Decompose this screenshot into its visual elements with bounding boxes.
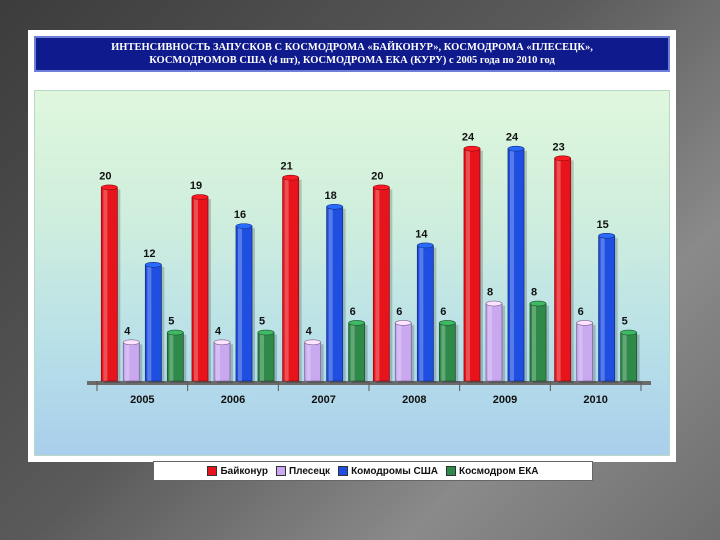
legend-swatch xyxy=(338,466,349,476)
bar-cap xyxy=(463,145,481,152)
bar-cap xyxy=(167,329,184,336)
bar-cap xyxy=(282,174,299,181)
bar-cap xyxy=(485,300,503,307)
legend-label: Плесецк xyxy=(288,465,331,477)
title-line-2: КОСМОДРОМОВ США (4 шт), КОСМОДРОМА ЕКА (… xyxy=(149,55,555,66)
legend-label: Комодромы США xyxy=(351,465,439,477)
data-label: 6 xyxy=(396,306,402,318)
bar-highlight xyxy=(350,322,355,381)
data-label: 5 xyxy=(622,316,628,328)
bar-cap xyxy=(348,320,365,326)
bar-cap xyxy=(101,184,118,191)
bar-highlight xyxy=(600,235,605,381)
data-label: 4 xyxy=(124,325,131,337)
bar-cap xyxy=(326,203,343,210)
bar-cap xyxy=(145,262,162,268)
data-label: 18 xyxy=(325,190,337,202)
legend-swatch xyxy=(207,466,218,476)
data-label: 20 xyxy=(99,170,111,182)
bar-cap xyxy=(213,339,231,346)
data-label: 14 xyxy=(415,228,428,240)
x-tick-label: 2005 xyxy=(130,394,154,406)
bar-cap xyxy=(417,242,434,249)
bar-highlight xyxy=(194,197,198,381)
data-label: 15 xyxy=(597,219,609,231)
x-tick-label: 2008 xyxy=(402,394,426,406)
bar-highlight xyxy=(556,158,561,381)
bar-cap xyxy=(191,194,209,200)
bar-highlight xyxy=(328,206,333,381)
data-label: 8 xyxy=(487,287,493,299)
bar-highlight xyxy=(375,187,380,381)
legend-item: Космодром ЕКА xyxy=(446,466,539,477)
x-tick-label: 2009 xyxy=(493,394,517,406)
legend-item: Комодромы США xyxy=(338,466,438,477)
bar-cap xyxy=(620,329,637,336)
data-label: 12 xyxy=(143,248,155,260)
data-label: 23 xyxy=(553,141,565,153)
bar-cap xyxy=(529,300,547,307)
data-label: 20 xyxy=(371,170,383,182)
bar-highlight xyxy=(441,322,446,381)
bar-cap xyxy=(123,339,140,346)
x-tick-label: 2010 xyxy=(583,394,607,406)
bar-highlight xyxy=(488,303,492,381)
data-label: 4 xyxy=(306,325,313,337)
bar-cap xyxy=(507,145,525,152)
bar-cap xyxy=(576,320,593,326)
bar-highlight xyxy=(216,342,220,381)
bar-highlight xyxy=(622,332,627,381)
legend-swatch xyxy=(446,466,457,476)
data-label: 5 xyxy=(259,316,265,328)
x-tick-label: 2007 xyxy=(311,394,335,406)
data-label: 8 xyxy=(531,287,537,299)
bar-highlight xyxy=(510,148,514,381)
bar-chart: 20 4 12 5 2005 19 4 16 5 2006 21 4 18 6 2007 20 6 14 6 2008… xyxy=(87,132,651,406)
bar-cap xyxy=(439,320,456,326)
slide: ИНТЕНСИВНОСТЬ ЗАПУСКОВ С КОСМОДРОМА «БАЙ… xyxy=(28,30,676,481)
data-label: 6 xyxy=(350,306,356,318)
bar-cap xyxy=(257,329,275,336)
bar-highlight xyxy=(419,245,424,381)
bar-highlight xyxy=(260,332,264,381)
data-label: 21 xyxy=(281,161,293,173)
bar-highlight xyxy=(578,322,583,381)
data-label: 24 xyxy=(506,132,519,144)
bar-cap xyxy=(235,223,253,229)
bar-highlight xyxy=(169,332,174,381)
bar-highlight xyxy=(284,177,289,381)
legend-label: Байконур xyxy=(220,465,268,477)
data-label: 6 xyxy=(440,306,446,318)
title-line-1: ИНТЕНСИВНОСТЬ ЗАПУСКОВ С КОСМОДРОМА «БАЙ… xyxy=(111,42,593,53)
bar-cap xyxy=(373,184,390,191)
legend-item: Байконур xyxy=(207,465,268,477)
bar-highlight xyxy=(466,148,470,381)
data-label: 5 xyxy=(168,316,174,328)
data-label: 6 xyxy=(578,306,584,318)
data-label: 24 xyxy=(462,132,475,144)
bar-highlight xyxy=(125,342,130,381)
bar-highlight xyxy=(306,342,311,381)
x-tick-label: 2006 xyxy=(221,394,245,406)
legend-swatch xyxy=(275,466,286,476)
legend: Байконур Плесецк Комодромы США Космодром ЕК… xyxy=(153,461,593,481)
bar-cap xyxy=(395,320,412,326)
bar-highlight xyxy=(103,187,108,381)
bar-highlight xyxy=(238,226,242,381)
legend-item: Плесецк xyxy=(275,465,331,477)
bar-cap xyxy=(554,155,571,162)
bar-cap xyxy=(598,233,615,239)
data-label: 4 xyxy=(215,325,222,337)
data-label: 19 xyxy=(190,180,202,192)
bar-highlight xyxy=(147,264,152,381)
bar-highlight xyxy=(532,303,536,381)
bar-highlight xyxy=(397,322,402,381)
bar-cap xyxy=(304,339,321,346)
data-label: 16 xyxy=(234,209,246,221)
legend-label: Космодром ЕКА xyxy=(459,465,539,477)
chart-area: 20 4 12 5 2005 19 4 16 5 2006 21 4 18 6 2007 20 6 14 6 2008… xyxy=(34,90,670,481)
chart-title: ИНТЕНСИВНОСТЬ ЗАПУСКОВ С КОСМОДРОМА «БАЙ… xyxy=(34,36,670,72)
